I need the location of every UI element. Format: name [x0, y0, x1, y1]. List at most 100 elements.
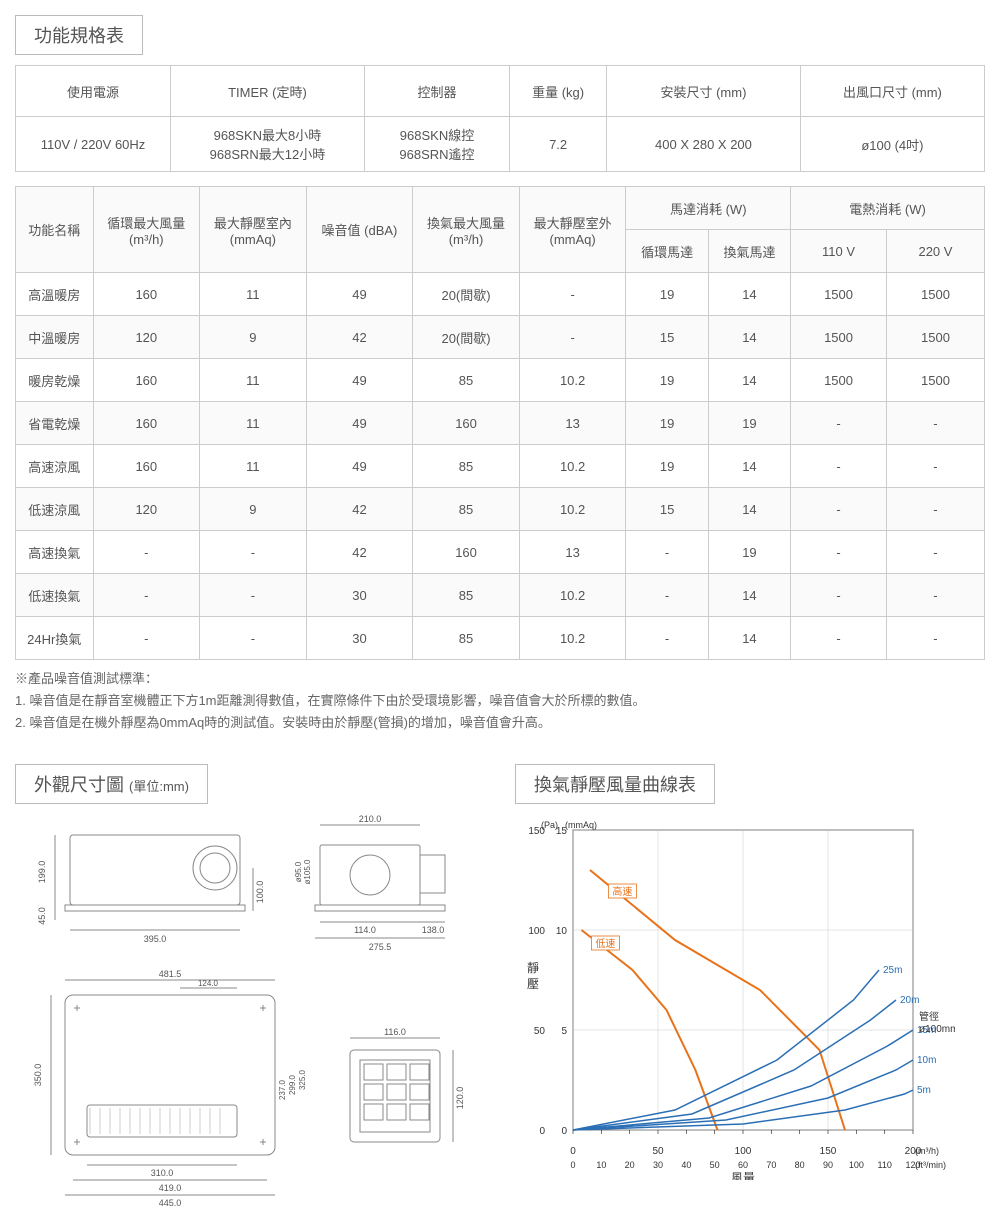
- svg-text:80: 80: [795, 1160, 805, 1170]
- ctrl-l1: 968SKN線控: [369, 125, 505, 144]
- svg-text:90: 90: [823, 1160, 833, 1170]
- cell-weight: 7.2: [510, 117, 607, 172]
- h-pout-l2: (mmAq): [524, 232, 622, 247]
- svg-text:100: 100: [849, 1160, 864, 1170]
- cell: 42: [306, 316, 413, 359]
- cell: 15: [626, 316, 708, 359]
- timer-l2: 968SRN最大12小時: [175, 144, 360, 163]
- table-row: 高速換氣--4216013-19--: [16, 531, 985, 574]
- cell: 1500: [886, 359, 984, 402]
- notes-2: 2. 噪音值是在機外靜壓為0mmAq時的測試值。安裝時由於靜壓(管損)的增加，噪…: [15, 712, 985, 734]
- svg-text:靜: 靜: [527, 961, 539, 975]
- svg-text:5m: 5m: [917, 1085, 931, 1096]
- cell: 1500: [886, 316, 984, 359]
- cell: 15: [626, 488, 708, 531]
- dim-title-text: 外觀尺寸圖: [34, 775, 124, 795]
- cell-ctrl: 968SKN線控 968SRN遙控: [364, 117, 509, 172]
- cell: 1500: [791, 316, 887, 359]
- table-row: 省電乾燥1601149160131919--: [16, 402, 985, 445]
- cell: 高溫暖房: [16, 273, 94, 316]
- cell: -: [886, 531, 984, 574]
- h-motor-vent: 換氣馬達: [708, 230, 790, 273]
- cell: 1500: [791, 273, 887, 316]
- svg-text:325.0: 325.0: [298, 1070, 307, 1091]
- svg-text:30: 30: [653, 1160, 663, 1170]
- cell: 10.2: [519, 359, 626, 402]
- svg-text:100: 100: [528, 926, 545, 937]
- cell: 9: [200, 488, 307, 531]
- cell: 14: [708, 445, 790, 488]
- cell: 85: [413, 574, 520, 617]
- h-pout: 最大靜壓室外 (mmAq): [519, 187, 626, 273]
- svg-text:25m: 25m: [883, 965, 902, 976]
- cell: 49: [306, 402, 413, 445]
- cell: 19: [626, 445, 708, 488]
- col-weight: 重量 (kg): [510, 66, 607, 117]
- svg-text:50: 50: [710, 1160, 720, 1170]
- cell: 20(間歇): [413, 316, 520, 359]
- cell: 1500: [886, 273, 984, 316]
- svg-text:45.0: 45.0: [37, 908, 47, 926]
- cell: 9: [200, 316, 307, 359]
- svg-text:120.0: 120.0: [455, 1087, 465, 1110]
- cell: -: [791, 445, 887, 488]
- dim-title: 外觀尺寸圖 (單位:mm): [15, 764, 208, 804]
- h-circ-l2: (m³/h): [98, 232, 196, 247]
- spec-table-title: 功能規格表: [15, 15, 143, 55]
- cell: 14: [708, 617, 790, 660]
- cell: 120: [93, 316, 200, 359]
- svg-text:70: 70: [766, 1160, 776, 1170]
- cell: 中溫暖房: [16, 316, 94, 359]
- table-row: 低速涼風1209428510.21514--: [16, 488, 985, 531]
- cell-outlet: ø100 (4吋): [800, 117, 984, 172]
- timer-l1: 968SKN最大8小時: [175, 125, 360, 144]
- spec-row: 110V / 220V 60Hz 968SKN最大8小時 968SRN最大12小…: [16, 117, 985, 172]
- cell: -: [200, 617, 307, 660]
- cell: -: [886, 402, 984, 445]
- cell: 13: [519, 531, 626, 574]
- svg-text:ø105.0: ø105.0: [303, 859, 312, 884]
- svg-text:395.0: 395.0: [144, 934, 167, 944]
- svg-text:管徑: 管徑: [919, 1010, 939, 1023]
- cell: -: [200, 574, 307, 617]
- svg-text:350.0: 350.0: [33, 1064, 43, 1087]
- cell: 160: [93, 359, 200, 402]
- svg-text:(Pa): (Pa): [541, 820, 558, 830]
- cell: 85: [413, 359, 520, 402]
- h-motor-circ: 循環馬達: [626, 230, 708, 273]
- cell: -: [519, 273, 626, 316]
- cell: 11: [200, 273, 307, 316]
- svg-text:風量: 風量: [731, 1171, 755, 1180]
- svg-text:310.0: 310.0: [151, 1168, 174, 1178]
- spec-table: 使用電源 TIMER (定時) 控制器 重量 (kg) 安裝尺寸 (mm) 出風…: [15, 65, 985, 172]
- cell: -: [791, 617, 887, 660]
- ctrl-l2: 968SRN遙控: [369, 144, 505, 163]
- cell: 24Hr換氣: [16, 617, 94, 660]
- cell: 49: [306, 445, 413, 488]
- cell: 160: [413, 402, 520, 445]
- table-row: 暖房乾燥16011498510.2191415001500: [16, 359, 985, 402]
- cell: 13: [519, 402, 626, 445]
- col-ctrl: 控制器: [364, 66, 509, 117]
- cell: 省電乾燥: [16, 402, 94, 445]
- cell-timer: 968SKN最大8小時 968SRN最大12小時: [171, 117, 365, 172]
- svg-text:124.0: 124.0: [198, 979, 219, 988]
- svg-text:138.0: 138.0: [422, 925, 445, 935]
- cell: 20(間歇): [413, 273, 520, 316]
- svg-text:10: 10: [596, 1160, 606, 1170]
- cell: -: [519, 316, 626, 359]
- cell: 14: [708, 273, 790, 316]
- cell: 10.2: [519, 488, 626, 531]
- svg-text:0: 0: [570, 1146, 576, 1157]
- cell: 14: [708, 359, 790, 402]
- svg-text:100: 100: [735, 1146, 752, 1157]
- cell: 10.2: [519, 574, 626, 617]
- svg-text:481.5: 481.5: [159, 969, 182, 979]
- svg-text:10m: 10m: [917, 1055, 936, 1066]
- notes-1: 1. 噪音值是在靜音室機體正下方1m距離測得數值，在實際條件下由於受環境影響，噪…: [15, 690, 985, 712]
- cell: -: [93, 574, 200, 617]
- h-vent: 換氣最大風量 (m³/h): [413, 187, 520, 273]
- h-vent-l1: 換氣最大風量: [417, 213, 515, 232]
- cell: 14: [708, 574, 790, 617]
- table-row: 24Hr換氣--308510.2-14--: [16, 617, 985, 660]
